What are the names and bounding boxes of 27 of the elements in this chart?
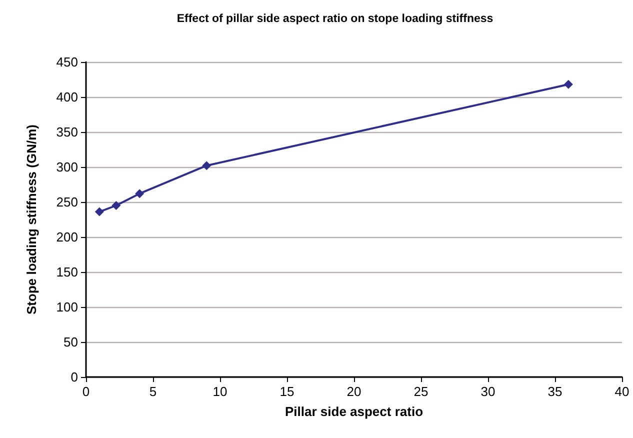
x-axis-title: Pillar side aspect ratio [284,404,424,419]
y-tick-label: 200 [56,230,78,244]
y-tick-label: 50 [64,334,78,350]
point [112,201,121,210]
x-tick-label: 30 [480,384,496,399]
point [202,161,212,170]
y-tick-label: 300 [56,160,78,174]
y-tick-label: 250 [56,194,78,210]
point [564,80,573,89]
point [135,189,144,198]
x-tick-label: 20 [346,384,362,399]
y-axis-title: Stope loading stiffness (GN/m) [24,124,39,314]
x-tick-label: 10 [212,384,228,399]
x-tick-label: 15 [280,384,294,399]
chart-title: Effect of pillar side aspect ratio on stope loading stiffness [176,13,494,25]
y-tick-label: 150 [56,264,78,280]
x-tick-label: 5 [149,384,157,399]
x-tick-label: 35 [548,384,562,399]
y-tick-label: 0 [70,370,78,384]
x-tick-label: 0 [82,384,90,399]
x-tick-label: 40 [614,384,630,399]
y-tick-label: 100 [56,300,78,314]
y-tick-label: 350 [56,124,78,140]
point [94,207,104,216]
y-tick-label: 450 [56,54,78,70]
y-tick-label: 400 [56,90,78,104]
x-tick-label: 25 [414,384,428,399]
